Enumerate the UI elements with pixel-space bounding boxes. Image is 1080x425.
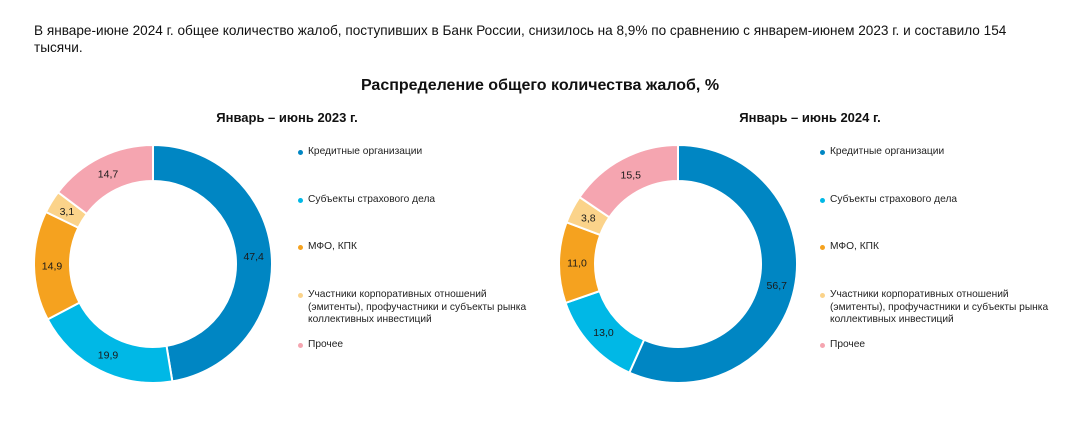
slice-credit-orgs [152,143,273,383]
legend-label: Участники корпоративных отношений (эмите… [830,289,1049,325]
legend-item-other: Прочее [298,339,533,352]
slice-label-corporate: 3,8 [581,213,596,225]
slice-label-mfo-kpk: 11,0 [567,258,587,270]
legend-swatch [820,293,825,298]
slice-other [56,143,154,216]
legend-swatch [820,150,825,155]
legend-item-credit-orgs: Кредитные организации [820,146,1055,159]
legend-label: Кредитные организации [308,146,423,157]
legend-swatch [298,150,303,155]
slice-label-credit-orgs: 56,7 [767,280,788,292]
legend-swatch [820,343,825,348]
legend-label: Субъекты страхового дела [830,194,958,205]
donut-chart-2023: 47,4 19,9 14,9 3,1 14,7 [33,143,273,384]
donut-chart-2024: 56,7 13,0 11,0 3,8 15,5 [558,143,798,384]
slice-label-credit-orgs: 47,4 [243,251,264,263]
legend-item-mfo-kpk: МФО, КПК [820,241,1055,254]
legend-swatch [820,198,825,203]
slice-label-insurance: 19,9 [98,349,119,361]
legend-swatch [298,245,303,250]
chart-2023-title: Январь – июнь 2023 г. [216,110,358,125]
legend-item-insurance: Субъекты страхового дела [298,194,533,207]
legend-swatch [298,198,303,203]
chart-title: Распределение общего количества жалоб, % [360,77,720,94]
legend-label: Прочее [308,339,344,350]
slice-other [578,143,679,219]
legend-label: Участники корпоративных отношений (эмите… [308,289,527,325]
legend-label: МФО, КПК [308,241,357,252]
legend-item-corporate: Участники корпоративных отношений (эмите… [298,289,533,327]
legend-item-insurance: Субъекты страхового дела [820,194,1055,207]
slice-insurance [46,301,174,384]
legend-label: МФО, КПК [830,241,879,252]
legend-label: Прочее [830,339,866,350]
slice-credit-orgs [628,143,798,384]
legend-swatch [298,293,303,298]
legend-item-other: Прочее [820,339,1055,352]
legend-item-credit-orgs: Кредитные организации [298,146,533,159]
legend-swatch [820,245,825,250]
legend-item-corporate: Участники корпоративных отношений (эмите… [820,289,1055,327]
legend-label: Субъекты страхового дела [308,194,436,205]
legend-item-mfo-kpk: МФО, КПК [298,241,533,254]
slice-label-other: 15,5 [621,170,642,182]
slice-label-other: 14,7 [98,169,119,181]
slice-label-corporate: 3,1 [60,206,75,218]
legend-label: Кредитные организации [830,146,945,157]
intro-paragraph: В январе-июне 2024 г. общее количество ж… [34,23,1007,55]
legend-swatch [298,343,303,348]
slice-label-mfo-kpk: 14,9 [42,261,63,273]
chart-2024-title: Январь – июнь 2024 г. [739,110,881,125]
slice-label-insurance: 13,0 [593,327,614,339]
